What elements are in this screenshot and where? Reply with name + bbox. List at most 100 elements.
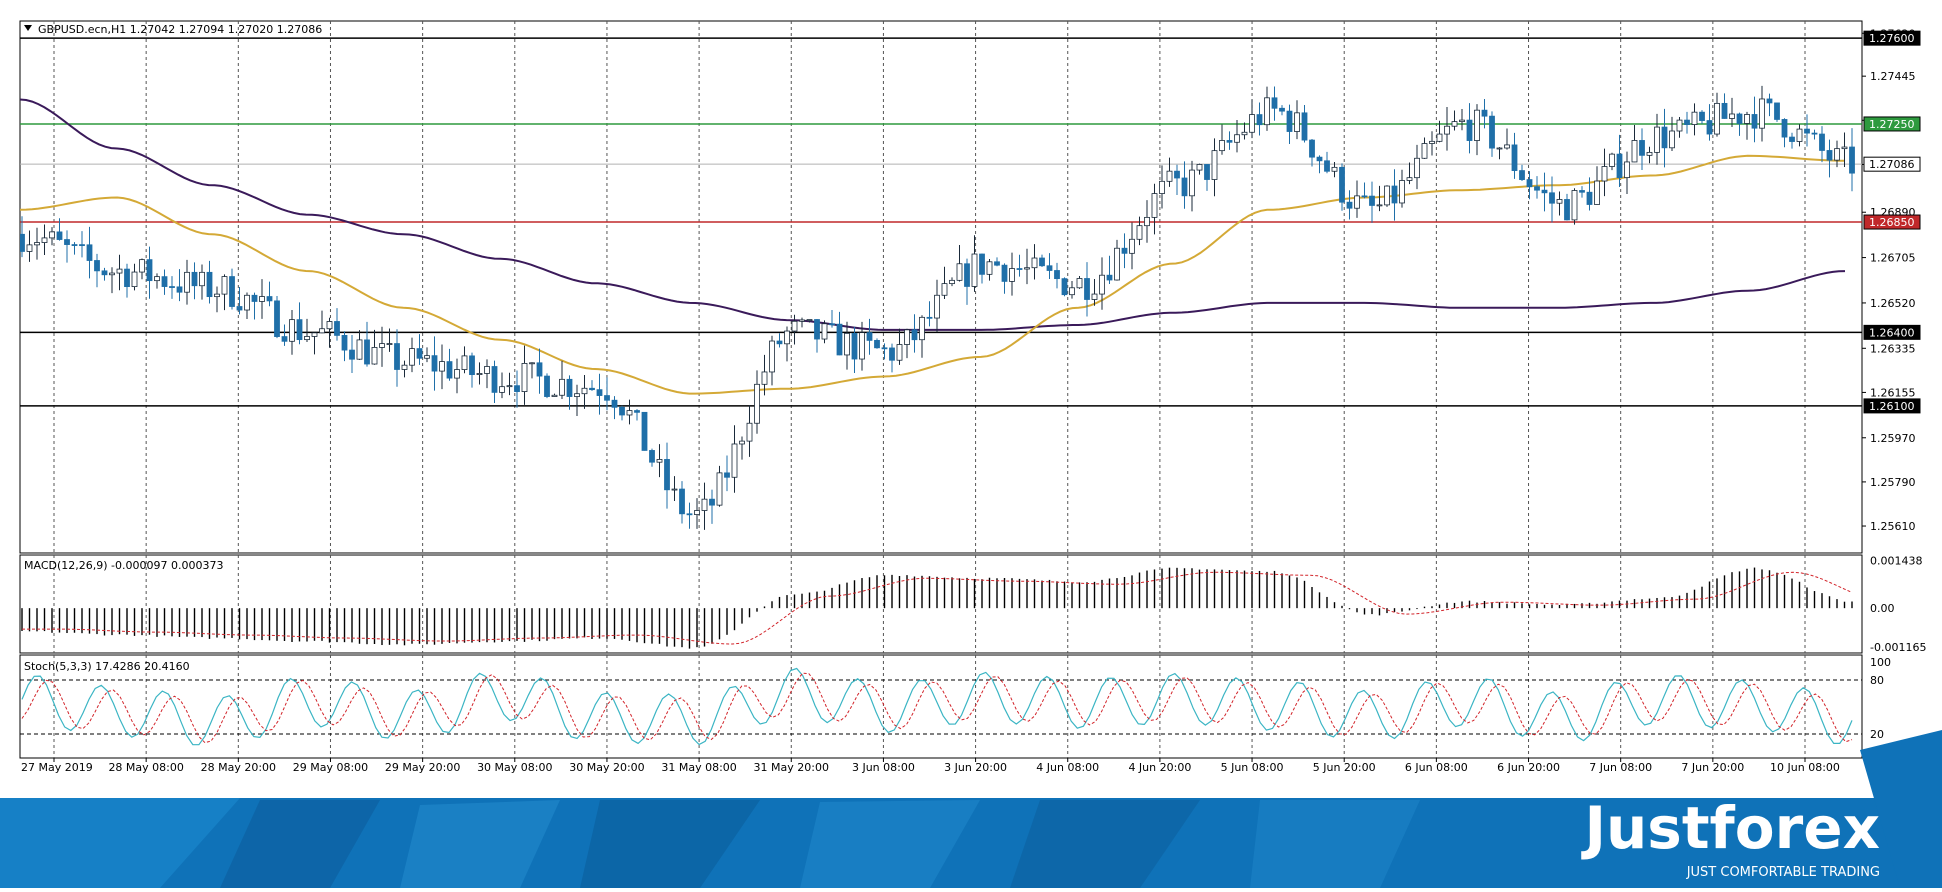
candle bbox=[71, 244, 78, 246]
candle bbox=[746, 422, 753, 442]
candle bbox=[949, 279, 955, 285]
candle bbox=[259, 296, 265, 302]
price-tick-label: 1.26705 bbox=[1870, 252, 1916, 265]
candle bbox=[619, 406, 625, 416]
candle bbox=[1534, 186, 1540, 191]
candle bbox=[521, 363, 528, 392]
candle bbox=[1256, 114, 1263, 126]
price-tick-label: 1.25610 bbox=[1870, 520, 1916, 533]
candle bbox=[326, 321, 333, 330]
candle bbox=[439, 361, 445, 372]
candle bbox=[1556, 199, 1563, 204]
macd-pane[interactable] bbox=[19, 554, 1863, 654]
candle bbox=[896, 344, 903, 361]
candle bbox=[409, 348, 415, 366]
candle bbox=[626, 410, 633, 416]
candle bbox=[919, 316, 925, 341]
candle bbox=[1459, 119, 1465, 123]
candle bbox=[551, 394, 558, 397]
candle bbox=[1564, 199, 1570, 221]
candle bbox=[461, 355, 468, 370]
stoch-tick-label: 80 bbox=[1870, 674, 1884, 687]
candle bbox=[1646, 151, 1653, 156]
candle bbox=[1736, 113, 1743, 124]
candle bbox=[1511, 144, 1518, 171]
price-level-tags: 1.27600 1.27250 1.27086 1.26850 1.26400 1.261… bbox=[1863, 30, 1921, 414]
candle bbox=[101, 270, 108, 276]
symbol-dropdown-icon[interactable] bbox=[24, 25, 32, 31]
candle bbox=[1384, 185, 1390, 206]
candle bbox=[1781, 119, 1788, 138]
candle bbox=[649, 450, 655, 463]
candle bbox=[536, 362, 543, 377]
candle bbox=[694, 510, 700, 515]
candle bbox=[1369, 195, 1375, 206]
price-tick-label: 1.26520 bbox=[1870, 297, 1916, 310]
candle bbox=[904, 329, 910, 345]
candle bbox=[49, 231, 55, 239]
candle bbox=[1669, 130, 1675, 149]
candle bbox=[1436, 133, 1443, 142]
candle bbox=[1601, 166, 1608, 182]
candle bbox=[1654, 126, 1660, 153]
candle bbox=[1774, 102, 1780, 120]
candle bbox=[829, 323, 835, 326]
candle bbox=[169, 286, 175, 288]
candlestick-series bbox=[20, 85, 1855, 530]
candle bbox=[806, 319, 813, 321]
candle bbox=[1526, 179, 1533, 188]
horizontal-levels[interactable] bbox=[20, 37, 1862, 407]
candle bbox=[1001, 264, 1008, 282]
candle bbox=[1744, 114, 1750, 124]
brand-tagline: JUST COMFORTABLE TRADING bbox=[1686, 865, 1880, 880]
candle bbox=[386, 343, 393, 345]
candle bbox=[634, 410, 640, 413]
price-pane[interactable] bbox=[19, 20, 1863, 554]
candle bbox=[889, 347, 895, 361]
candle bbox=[1429, 140, 1435, 144]
stoch-tick-label: 20 bbox=[1870, 728, 1884, 741]
time-tick-label: 29 May 08:00 bbox=[293, 761, 368, 774]
candle bbox=[116, 268, 123, 274]
candle bbox=[941, 283, 948, 296]
candle bbox=[514, 385, 520, 392]
candle bbox=[394, 343, 400, 370]
candle bbox=[244, 294, 250, 311]
level-tag: 1.27086 bbox=[1869, 158, 1915, 171]
candle bbox=[1136, 225, 1143, 240]
candle bbox=[1061, 278, 1068, 296]
candle bbox=[131, 271, 138, 288]
candle bbox=[1241, 131, 1248, 136]
candle bbox=[589, 387, 595, 391]
candle bbox=[41, 237, 48, 243]
candle bbox=[20, 233, 25, 252]
candle bbox=[784, 330, 790, 345]
candle bbox=[469, 355, 475, 376]
candle bbox=[334, 321, 340, 336]
candle bbox=[296, 319, 303, 341]
candle bbox=[1039, 257, 1045, 267]
candle bbox=[1841, 146, 1848, 150]
candle bbox=[289, 319, 295, 342]
candle bbox=[1024, 267, 1030, 270]
time-tick-label: 30 May 20:00 bbox=[569, 761, 644, 774]
candle bbox=[1091, 293, 1098, 300]
candle bbox=[1054, 270, 1060, 280]
candle bbox=[1376, 204, 1383, 207]
candle bbox=[776, 340, 783, 345]
stochastic-label: Stoch(5,3,3) 17.4286 20.4160 bbox=[24, 660, 190, 673]
candle bbox=[191, 271, 198, 287]
level-tag: 1.26850 bbox=[1869, 216, 1915, 229]
candle bbox=[596, 389, 603, 396]
candle bbox=[304, 336, 310, 341]
candle bbox=[851, 332, 858, 360]
candle bbox=[1579, 190, 1585, 193]
price-tick-label: 1.25790 bbox=[1870, 476, 1916, 489]
grid-lines bbox=[53, 21, 1806, 758]
time-tick-label: 27 May 2019 bbox=[21, 761, 93, 774]
candle bbox=[379, 343, 385, 348]
time-tick-label: 4 Jun 20:00 bbox=[1128, 761, 1191, 774]
stochastic-pane[interactable] bbox=[19, 654, 1863, 759]
